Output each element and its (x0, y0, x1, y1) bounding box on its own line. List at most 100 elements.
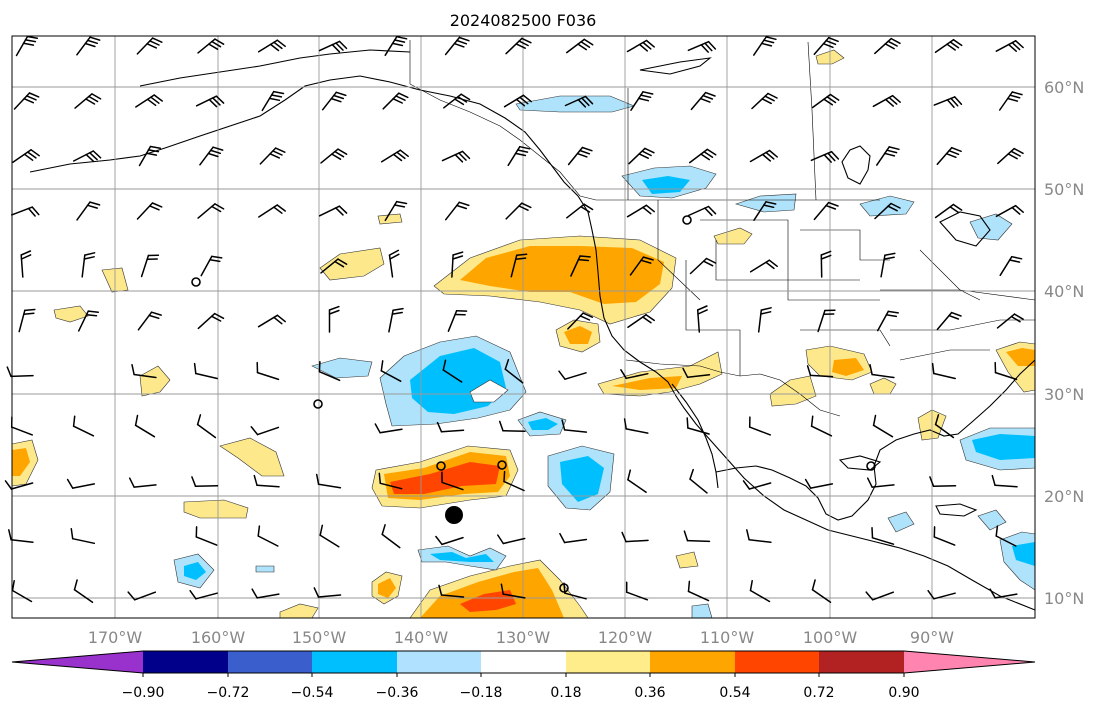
wind-barb-feather (686, 417, 689, 429)
wind-barb-shaft (134, 424, 156, 438)
wind-barb-feather (823, 154, 832, 163)
wind-barb-feather (147, 149, 160, 153)
wind-barb-shaft (380, 370, 402, 382)
wind-barb-feather (318, 360, 321, 373)
wind-barb-shaft (441, 481, 464, 491)
lat-label: 20°N (1044, 487, 1084, 506)
wind-barb-feather (395, 200, 408, 205)
wind-barb-feather (704, 42, 713, 52)
wind-barb-feather (146, 43, 158, 49)
wind-barb-feather (577, 43, 588, 51)
wind-barb-feather (700, 153, 711, 161)
wind-barb-feather (274, 147, 286, 153)
lat-label: 50°N (1044, 180, 1084, 199)
wind-barb-feather (581, 146, 593, 152)
wind-barb-shaft (441, 536, 464, 546)
negative-anomaly-region (887, 511, 915, 533)
wind-barb-feather (696, 305, 708, 311)
wind-barb-feather (335, 207, 344, 216)
wind-barb-feather (579, 315, 591, 321)
wind-barb-feather (806, 365, 812, 377)
calm-marker (682, 215, 692, 225)
coastlines (29, 49, 1036, 611)
colorbar-segment (228, 651, 312, 673)
wind-barb-feather (637, 97, 650, 102)
colorbar-segment (566, 651, 650, 673)
wind-barb-feather (453, 42, 465, 48)
wind-barb-shaft (195, 592, 218, 600)
wind-barb-feather (338, 205, 348, 214)
coastline (139, 49, 411, 87)
wind-barb-shaft (10, 426, 34, 436)
lat-label: 60°N (1044, 78, 1084, 97)
wind-barb-feather (396, 151, 406, 160)
wind-barb-shaft (73, 588, 94, 604)
wind-barb-feather (150, 311, 162, 316)
wind-barb-feather (704, 207, 713, 217)
wind-barb-shaft (442, 369, 463, 383)
wind-barb-feather (30, 149, 40, 157)
colorbar-tick-label: 0.36 (634, 685, 665, 701)
wind-barb-feather (334, 150, 345, 158)
wind-barb-feather (515, 98, 526, 107)
wind-barb-feather (516, 149, 529, 153)
positive-anomaly-region (460, 246, 664, 304)
wind-barb-feather (689, 468, 694, 480)
wind-barb-feather (559, 532, 566, 544)
wind-barb-feather (26, 35, 39, 39)
wind-barb-feather (579, 149, 591, 155)
wind-barb-feather (211, 40, 222, 48)
lon-label: 100°W (803, 628, 858, 647)
wind-barb-feather (577, 98, 587, 108)
wind-barb-feather (950, 146, 962, 153)
wind-barb-feather (765, 36, 777, 41)
wind-barb-feather (830, 150, 840, 160)
coastline (715, 359, 1036, 521)
hole-in-anomaly (469, 379, 509, 403)
wind-barb-feather (948, 149, 960, 156)
map-panel (4, 35, 1036, 619)
colorbar-extend-low (12, 651, 143, 673)
wind-barb-feather (85, 98, 96, 105)
wind-barb-feather (886, 149, 898, 154)
lat-label: 40°N (1044, 282, 1084, 301)
wind-barb-feather (393, 39, 406, 43)
wind-barb-feather (765, 261, 775, 270)
wind-barb-shaft (317, 483, 342, 489)
wind-barb-feather (638, 153, 649, 159)
calm-marker (497, 460, 507, 470)
calm-marker (436, 461, 446, 471)
wind-barb-feather (454, 153, 464, 163)
negative-anomaly-region (1012, 542, 1035, 566)
wind-barb-shaft (10, 374, 34, 378)
wind-barb-feather (435, 535, 443, 546)
wind-barb-feather (70, 528, 74, 540)
wind-barb-feather (66, 478, 74, 489)
wind-barb-feather (24, 308, 36, 312)
wind-barb-feather (273, 41, 283, 50)
wind-barb-feather (436, 421, 443, 433)
wind-barb-feather (707, 40, 717, 50)
wind-barb-feather (31, 206, 40, 216)
positive-anomaly-region (460, 590, 516, 612)
wind-barb-shaft (10, 482, 34, 490)
wind-barb-feather (23, 153, 34, 161)
wind-barb-feather (191, 476, 197, 487)
wind-barb-feather (768, 149, 778, 158)
wind-barb-feather (991, 474, 996, 486)
colorbar-extend-high (904, 651, 1035, 673)
wind-barb-feather (331, 43, 341, 53)
wind-barb-feather (950, 97, 959, 107)
wind-barb-shaft (686, 373, 711, 379)
wind-barb-feather (804, 478, 812, 489)
wind-barb-shaft (379, 428, 403, 434)
wind-barb-shaft (563, 429, 588, 433)
wind-barb-shaft (72, 425, 95, 437)
wind-barb-feather (454, 98, 465, 106)
wind-barb-feather (682, 367, 689, 379)
wind-barb-shaft (379, 482, 403, 490)
wind-barb-feather (334, 260, 345, 268)
wind-barb-feather (257, 525, 261, 537)
wind-barb-feather (28, 92, 40, 98)
wind-barb-feather (23, 97, 35, 104)
